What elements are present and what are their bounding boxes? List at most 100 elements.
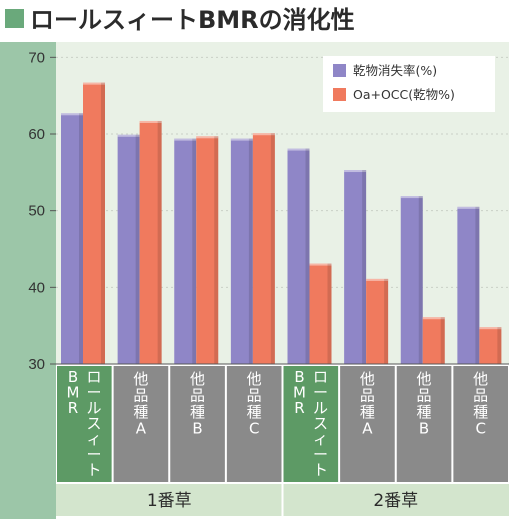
bar-shade <box>270 133 275 364</box>
bar-dry-matter <box>61 113 83 364</box>
legend-label: 乾物消失率(%) <box>353 63 437 78</box>
category-label-char: ス <box>313 415 328 433</box>
bar-body <box>287 148 310 364</box>
bar-highlight <box>61 113 83 116</box>
bar-shade <box>384 278 389 364</box>
bar-dry-matter <box>287 148 310 364</box>
category-label-char: ル <box>86 399 101 417</box>
bar-highlight <box>400 196 423 199</box>
bar-shade <box>305 148 310 364</box>
bar-body <box>139 120 162 364</box>
bar-shade <box>327 263 332 364</box>
category-label-char: 品 <box>473 387 488 405</box>
bar-highlight <box>479 327 502 330</box>
category-label-char: 他 <box>417 370 432 388</box>
bar-body <box>83 82 105 364</box>
title-square <box>5 9 24 28</box>
bar-dry-matter <box>344 170 367 364</box>
bars <box>56 82 509 365</box>
bar-highlight <box>117 134 140 137</box>
category-label-char: 種 <box>247 403 262 421</box>
legend-box <box>323 56 495 112</box>
bar-oa-occ <box>309 263 332 364</box>
bar-body <box>366 278 389 364</box>
bar-highlight <box>174 138 197 141</box>
y-tick-label: 40 <box>28 279 45 296</box>
bar-shade <box>248 138 253 364</box>
category-label-char: 他 <box>247 370 262 388</box>
category-label-char: M <box>293 384 306 402</box>
category-axis: BMRロールスィート他品種A他品種B他品種CBMRロールスィート他品種A他品種B… <box>57 366 508 482</box>
category-label-char: ト <box>313 461 328 479</box>
category-label-char: ト <box>86 461 101 479</box>
category-label-char: 品 <box>417 387 432 405</box>
bar-oa-occ <box>252 133 275 364</box>
bar-shade <box>362 170 367 364</box>
bar-body <box>457 206 480 364</box>
category-label-char: ー <box>313 384 328 402</box>
bar-body <box>422 317 445 364</box>
category-label-char: B <box>68 368 78 386</box>
bar-body <box>400 196 423 364</box>
bar-highlight <box>344 170 367 173</box>
bar-shade <box>418 196 423 364</box>
group-axis: 1番草 2番草 <box>56 484 509 516</box>
category-label-char: 種 <box>417 403 432 421</box>
bar-body <box>117 134 140 364</box>
category-label-char: ル <box>313 399 328 417</box>
category-label-char: 種 <box>190 403 205 421</box>
bar-body <box>196 136 219 364</box>
bar-shade <box>79 113 83 364</box>
category-label-char: A <box>136 420 147 438</box>
bar-shade <box>157 120 162 364</box>
y-axis-band <box>0 42 56 519</box>
legend-label: Oa+OCC(乾物%) <box>353 87 455 102</box>
category-label-char: C <box>249 420 259 438</box>
bar-shade <box>135 134 140 364</box>
bar-oa-occ <box>479 327 502 364</box>
bar-body <box>174 138 197 364</box>
category-label-char: B <box>294 368 304 386</box>
category-label-char: 種 <box>360 403 375 421</box>
legend-swatch <box>333 88 346 101</box>
bar-highlight <box>83 82 105 85</box>
category-label-char: 品 <box>133 387 148 405</box>
bar-body <box>344 170 367 364</box>
category-label-char: ロ <box>86 368 101 386</box>
bar-body <box>479 327 502 364</box>
category-label-char: 他 <box>190 370 205 388</box>
bar-dry-matter <box>400 196 423 364</box>
category-label-char: ー <box>86 384 101 402</box>
bar-highlight <box>139 120 162 123</box>
bar-highlight <box>457 206 480 209</box>
legend-swatch <box>333 64 346 77</box>
category-label-char: R <box>68 399 78 417</box>
category-cell-bg <box>396 366 452 482</box>
chart-title: ロールスィートBMRの消化性 <box>30 6 355 34</box>
bar-oa-occ <box>196 136 219 364</box>
legend: 乾物消失率(%) Oa+OCC(乾物%) <box>323 56 495 112</box>
y-axis-ticks: 30 40 50 60 70 <box>28 49 56 373</box>
category-label-char: 品 <box>247 387 262 405</box>
category-cell-bg <box>340 366 395 482</box>
category-cell-bg <box>226 366 282 482</box>
category-label-char: ロ <box>313 368 328 386</box>
bar-highlight <box>366 278 389 281</box>
bar-shade <box>192 138 197 364</box>
category-label-char: 種 <box>133 403 148 421</box>
category-cell-bg <box>57 366 112 482</box>
category-label-char: R <box>294 399 304 417</box>
bar-dry-matter <box>174 138 197 364</box>
category-cell-bg <box>283 366 339 482</box>
bar-shade <box>440 317 445 364</box>
category-label-char: 品 <box>360 387 375 405</box>
category-label-char: 他 <box>133 370 148 388</box>
